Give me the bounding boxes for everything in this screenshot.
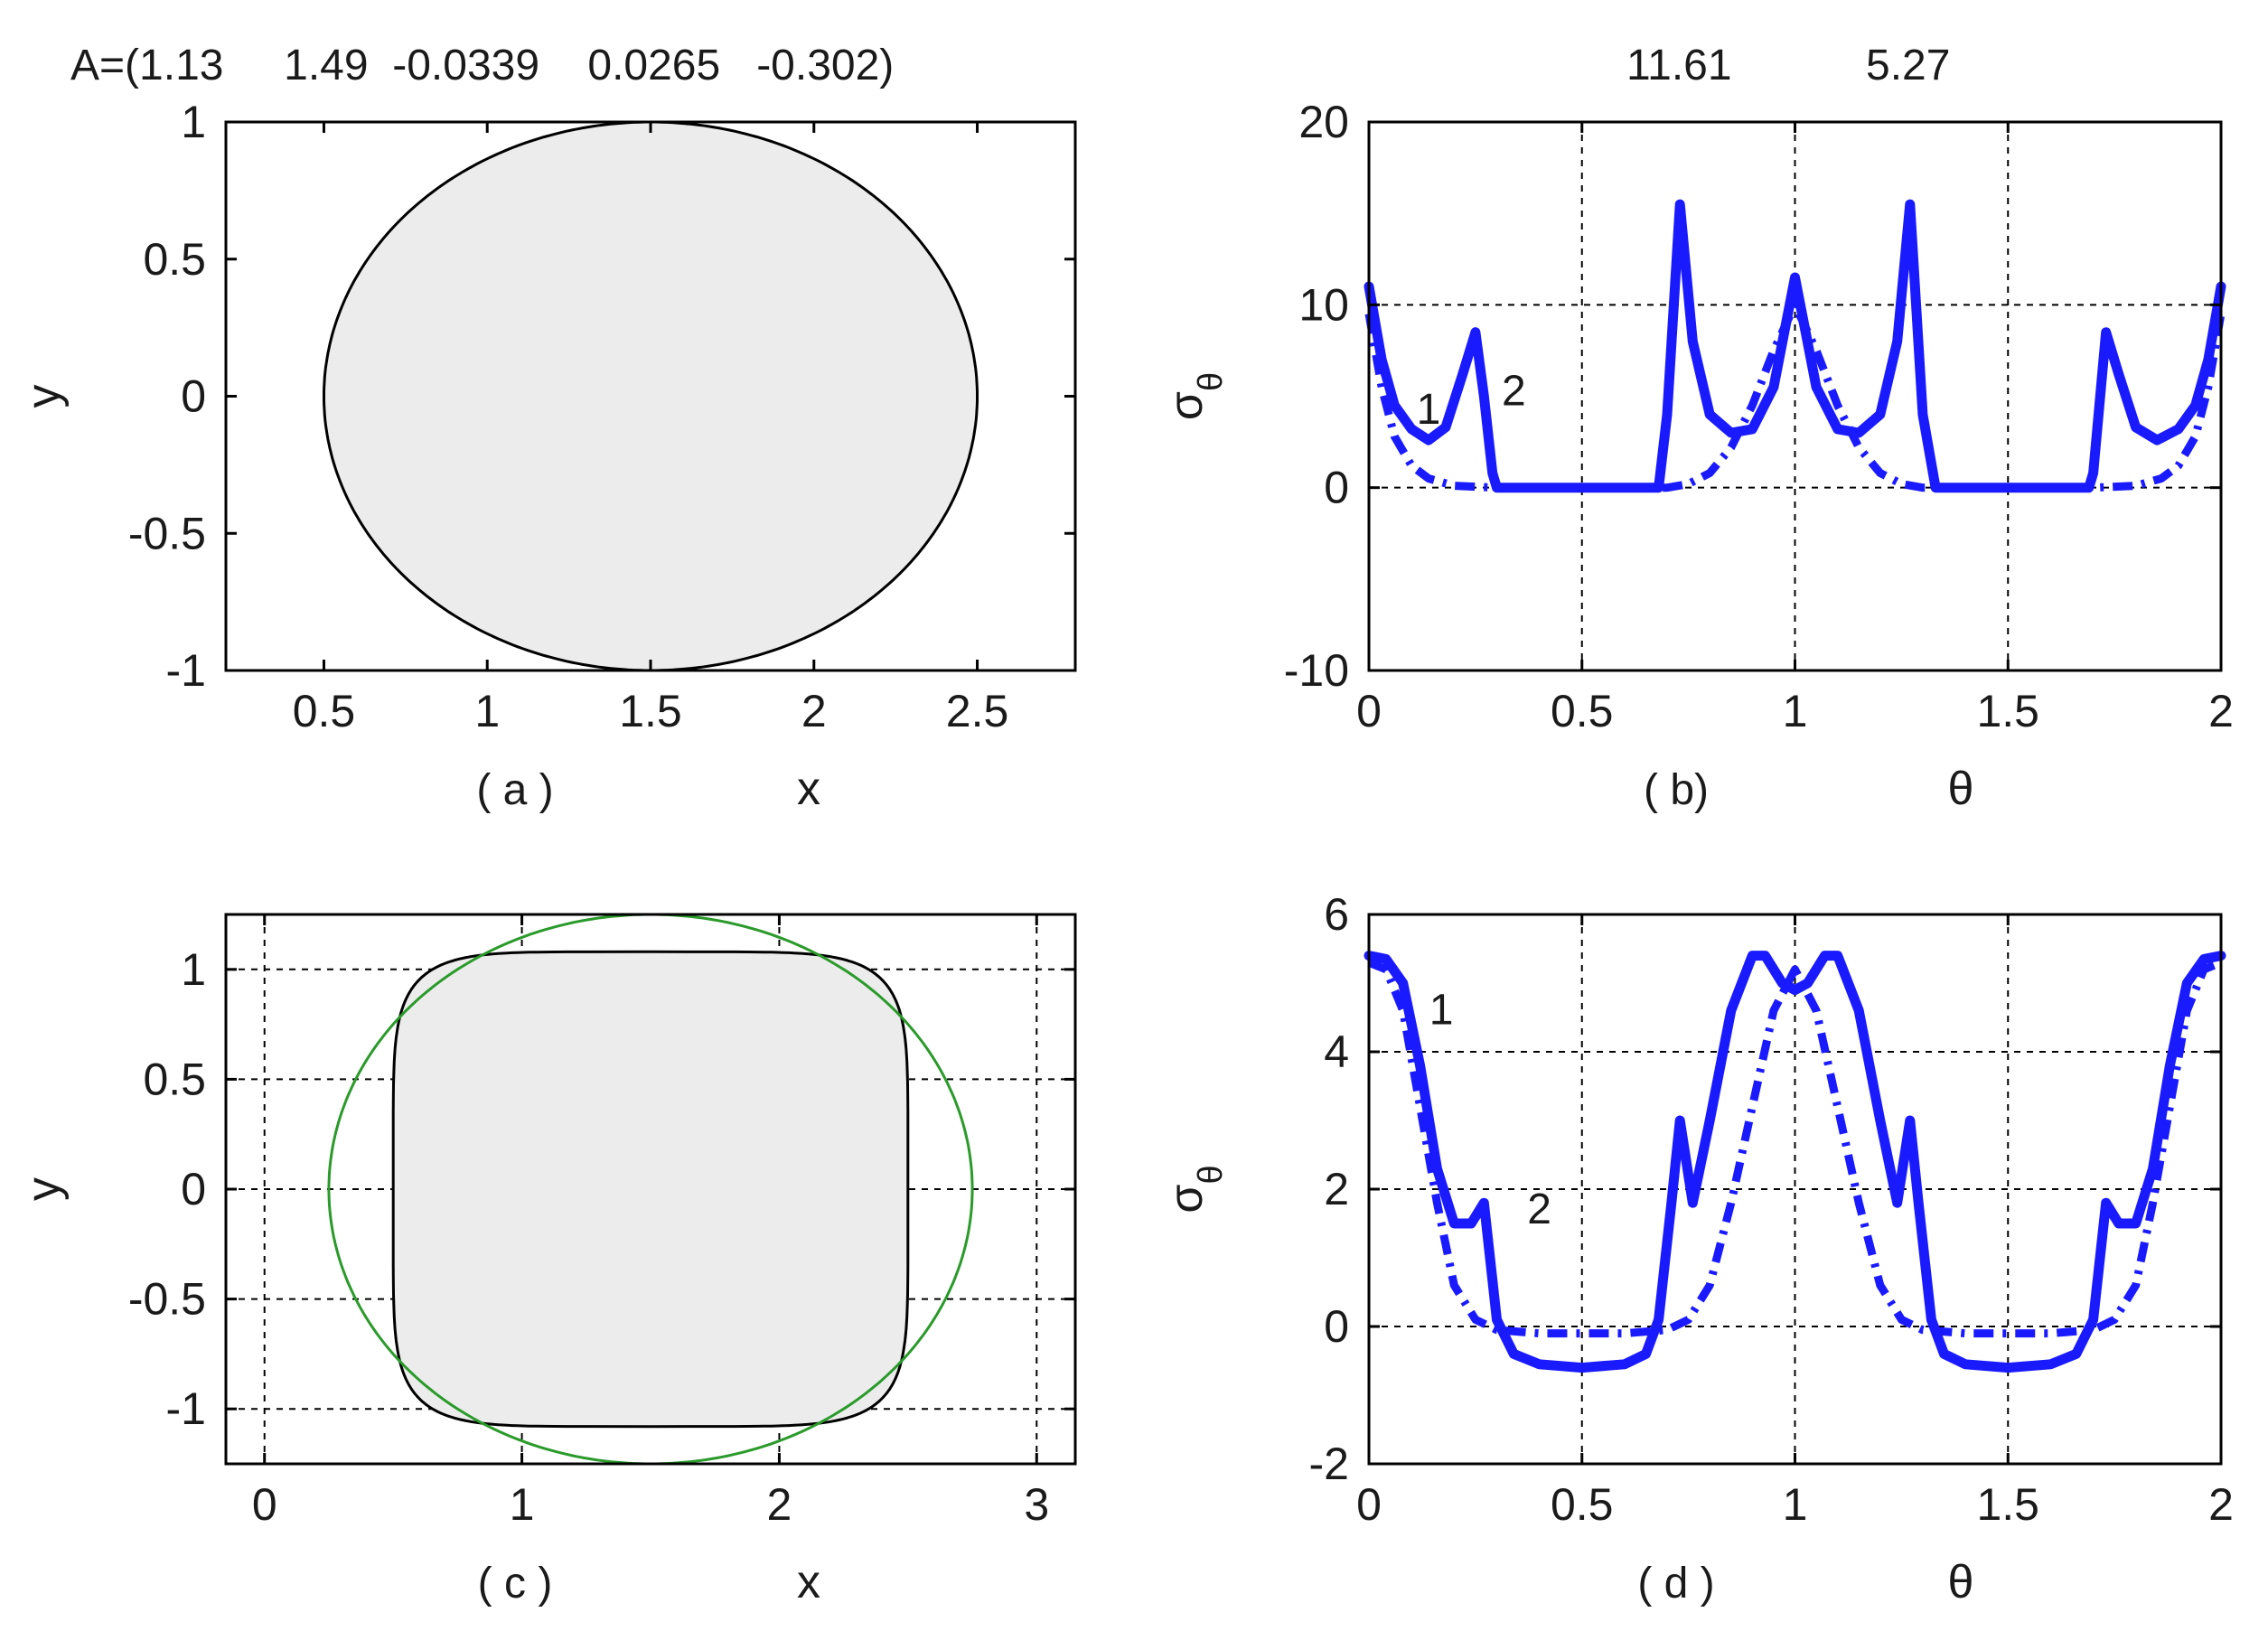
x-tick-label: 2	[767, 1479, 792, 1530]
y-axis-label: σθ	[1160, 1165, 1230, 1213]
y-tick-label: 0	[1324, 1301, 1349, 1352]
y-tick-label: 0.5	[143, 234, 206, 285]
x-axis-label: θ	[1948, 1556, 1974, 1608]
panel-tag: ( d )	[1637, 1560, 1714, 1608]
y-tick-label: 1	[181, 97, 206, 147]
x-tick-label: 1.5	[619, 686, 682, 736]
panels-layer: 0.5 1 1.5 2 2.510.50-0.5-1( a ) xy0 0.5 1 1.5 220…	[17, 97, 2234, 1608]
header-coefficients: A=(1.13 1.49 -0.0339 0.0265 -0.302)	[70, 42, 894, 89]
region-shape	[391, 950, 910, 1429]
panel-a: 0.5 1 1.5 2 2.5 1 0.5 0 -0.5 -1 ( a ) x y	[17, 97, 1077, 815]
curve-label-2: 2	[1527, 1186, 1551, 1233]
panel-tag: ( c )	[478, 1560, 553, 1608]
curve-label-1: 1	[1417, 386, 1441, 434]
x-tick-label: 1.5	[1976, 686, 2039, 736]
x-tick-label: 0.5	[1551, 1479, 1614, 1530]
x-tick-label: 2.5	[946, 686, 1009, 736]
y-axis-label: y	[17, 385, 70, 408]
x-tick-label: 1	[474, 686, 500, 736]
y-tick-label: 0	[1324, 463, 1349, 513]
x-tick-label: 3	[1024, 1479, 1049, 1530]
x-tick-label: 0	[252, 1479, 277, 1530]
header-value-1: 11.61	[1626, 42, 1732, 89]
header-value-2: 5.27	[1866, 42, 1950, 89]
x-tick-label: 2	[2208, 1479, 2234, 1530]
y-tick-label: 20	[1298, 97, 1349, 147]
x-tick-label: 1	[1783, 1479, 1808, 1530]
x-axis-label: x	[797, 1556, 820, 1608]
y-tick-label: -0.5	[128, 1274, 206, 1325]
panel-tag: ( b)	[1644, 766, 1709, 814]
region-shape	[323, 120, 979, 672]
series-line-1	[1364, 951, 2226, 1373]
x-axis-label: x	[797, 763, 820, 815]
y-axis-label: σθ	[1160, 372, 1230, 420]
axes-frame	[1367, 120, 2223, 672]
x-tick-label: 0.5	[1551, 686, 1614, 736]
y-tick-label: -1	[166, 1383, 206, 1434]
panel-tag: ( a )	[476, 766, 553, 814]
x-tick-label: 2	[2208, 686, 2234, 736]
y-tick-label: 4	[1324, 1026, 1349, 1077]
y-tick-label: 6	[1324, 889, 1349, 940]
x-tick-label: 0.5	[293, 686, 356, 736]
series-line-2	[1367, 959, 2223, 1338]
x-tick-label: 0	[1356, 1479, 1382, 1530]
panel-c: 0 1 2 3 1 0.5 0 -0.5 -1 ( c ) x y	[17, 913, 1077, 1608]
y-tick-label: -0.5	[128, 508, 206, 558]
x-tick-label: 1	[1783, 686, 1808, 736]
y-tick-label: 0	[181, 371, 206, 422]
x-tick-label: 1	[510, 1479, 535, 1530]
series-line-1	[1364, 199, 2226, 493]
y-axis-label: y	[17, 1177, 70, 1201]
y-tick-label: 1	[181, 944, 206, 995]
x-tick-label: 1.5	[1976, 1479, 2039, 1530]
y-tick-label: -2	[1309, 1439, 1349, 1489]
curve-label-2: 2	[1502, 368, 1526, 416]
y-tick-label: 0.5	[143, 1054, 206, 1104]
curve-label-1: 1	[1429, 987, 1454, 1035]
y-tick-label: 2	[1324, 1164, 1349, 1214]
x-tick-label: 0	[1356, 686, 1382, 736]
x-tick-label: 2	[801, 686, 827, 736]
y-tick-label: -1	[166, 645, 206, 696]
reference-circle	[327, 913, 974, 1466]
y-tick-label: -10	[1284, 645, 1349, 696]
x-axis-label: θ	[1948, 763, 1974, 815]
y-tick-label: 10	[1298, 279, 1349, 330]
series-line-2	[1364, 300, 2226, 492]
y-tick-label: 0	[181, 1164, 206, 1214]
